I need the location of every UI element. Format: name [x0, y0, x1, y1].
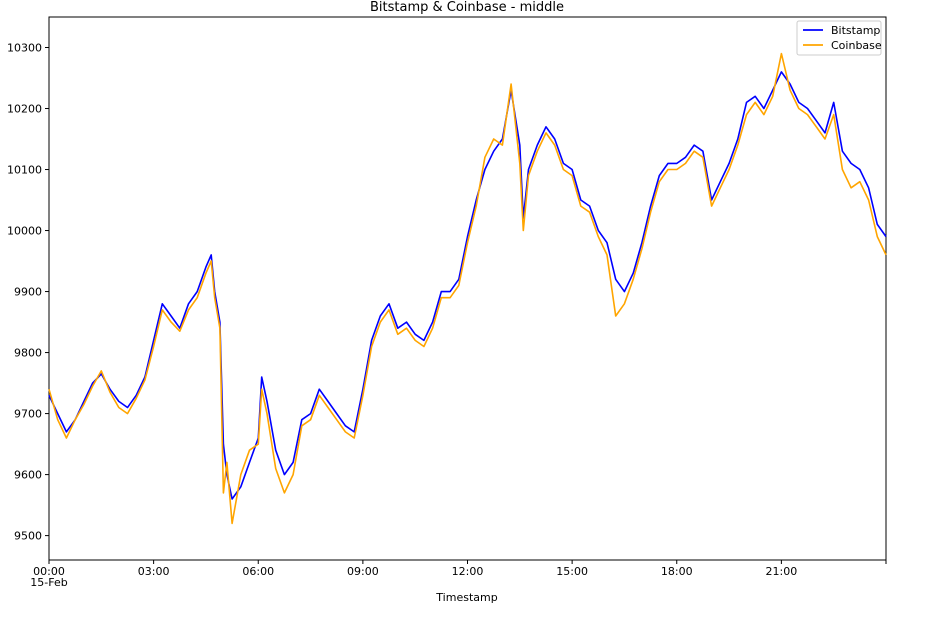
x-tick-label: 06:00: [242, 565, 274, 578]
plot-frame: [48, 16, 887, 561]
y-tick-label: 9600: [14, 469, 42, 482]
y-tick-label: 9900: [14, 286, 42, 299]
chart-title: Bitstamp & Coinbase - middle: [370, 0, 564, 15]
x-axis-label: Timestamp: [435, 591, 497, 604]
legend-label-bitstamp: Bitstamp: [831, 24, 880, 37]
y-tick-label: 10000: [7, 225, 42, 238]
series-layer: [48, 52, 887, 525]
x-tick-label: 00:00: [33, 565, 65, 578]
x-tick-label: 12:00: [452, 565, 484, 578]
y-tick-label: 9800: [14, 347, 42, 360]
x-tick-label: 09:00: [347, 565, 379, 578]
legend: Bitstamp Coinbase: [796, 20, 882, 56]
plot-area: [48, 16, 887, 561]
x-tick-label: 15:00: [556, 565, 588, 578]
x-tick-sublabel: 15-Feb: [30, 576, 67, 589]
y-tick-label: 10300: [7, 42, 42, 55]
x-axis: 15-Feb 00:00 03:00 06:00 09:00 12:00 15:00 18:…: [30, 560, 887, 589]
x-tick-label: 18:00: [661, 565, 693, 578]
y-tick-label: 9500: [14, 530, 42, 543]
series-line-coinbase: [48, 52, 887, 525]
x-tick-label: 03:00: [138, 565, 170, 578]
y-axis: 9500 9600 9700 9800 9900 10000 10100 10200 10300: [7, 42, 49, 543]
legend-label-coinbase: Coinbase: [831, 39, 882, 52]
series-line-bitstamp: [48, 71, 887, 500]
y-tick-label: 9700: [14, 408, 42, 421]
y-tick-label: 10200: [7, 103, 42, 116]
x-tick-label: 21:00: [766, 565, 798, 578]
y-tick-label: 10100: [7, 164, 42, 177]
